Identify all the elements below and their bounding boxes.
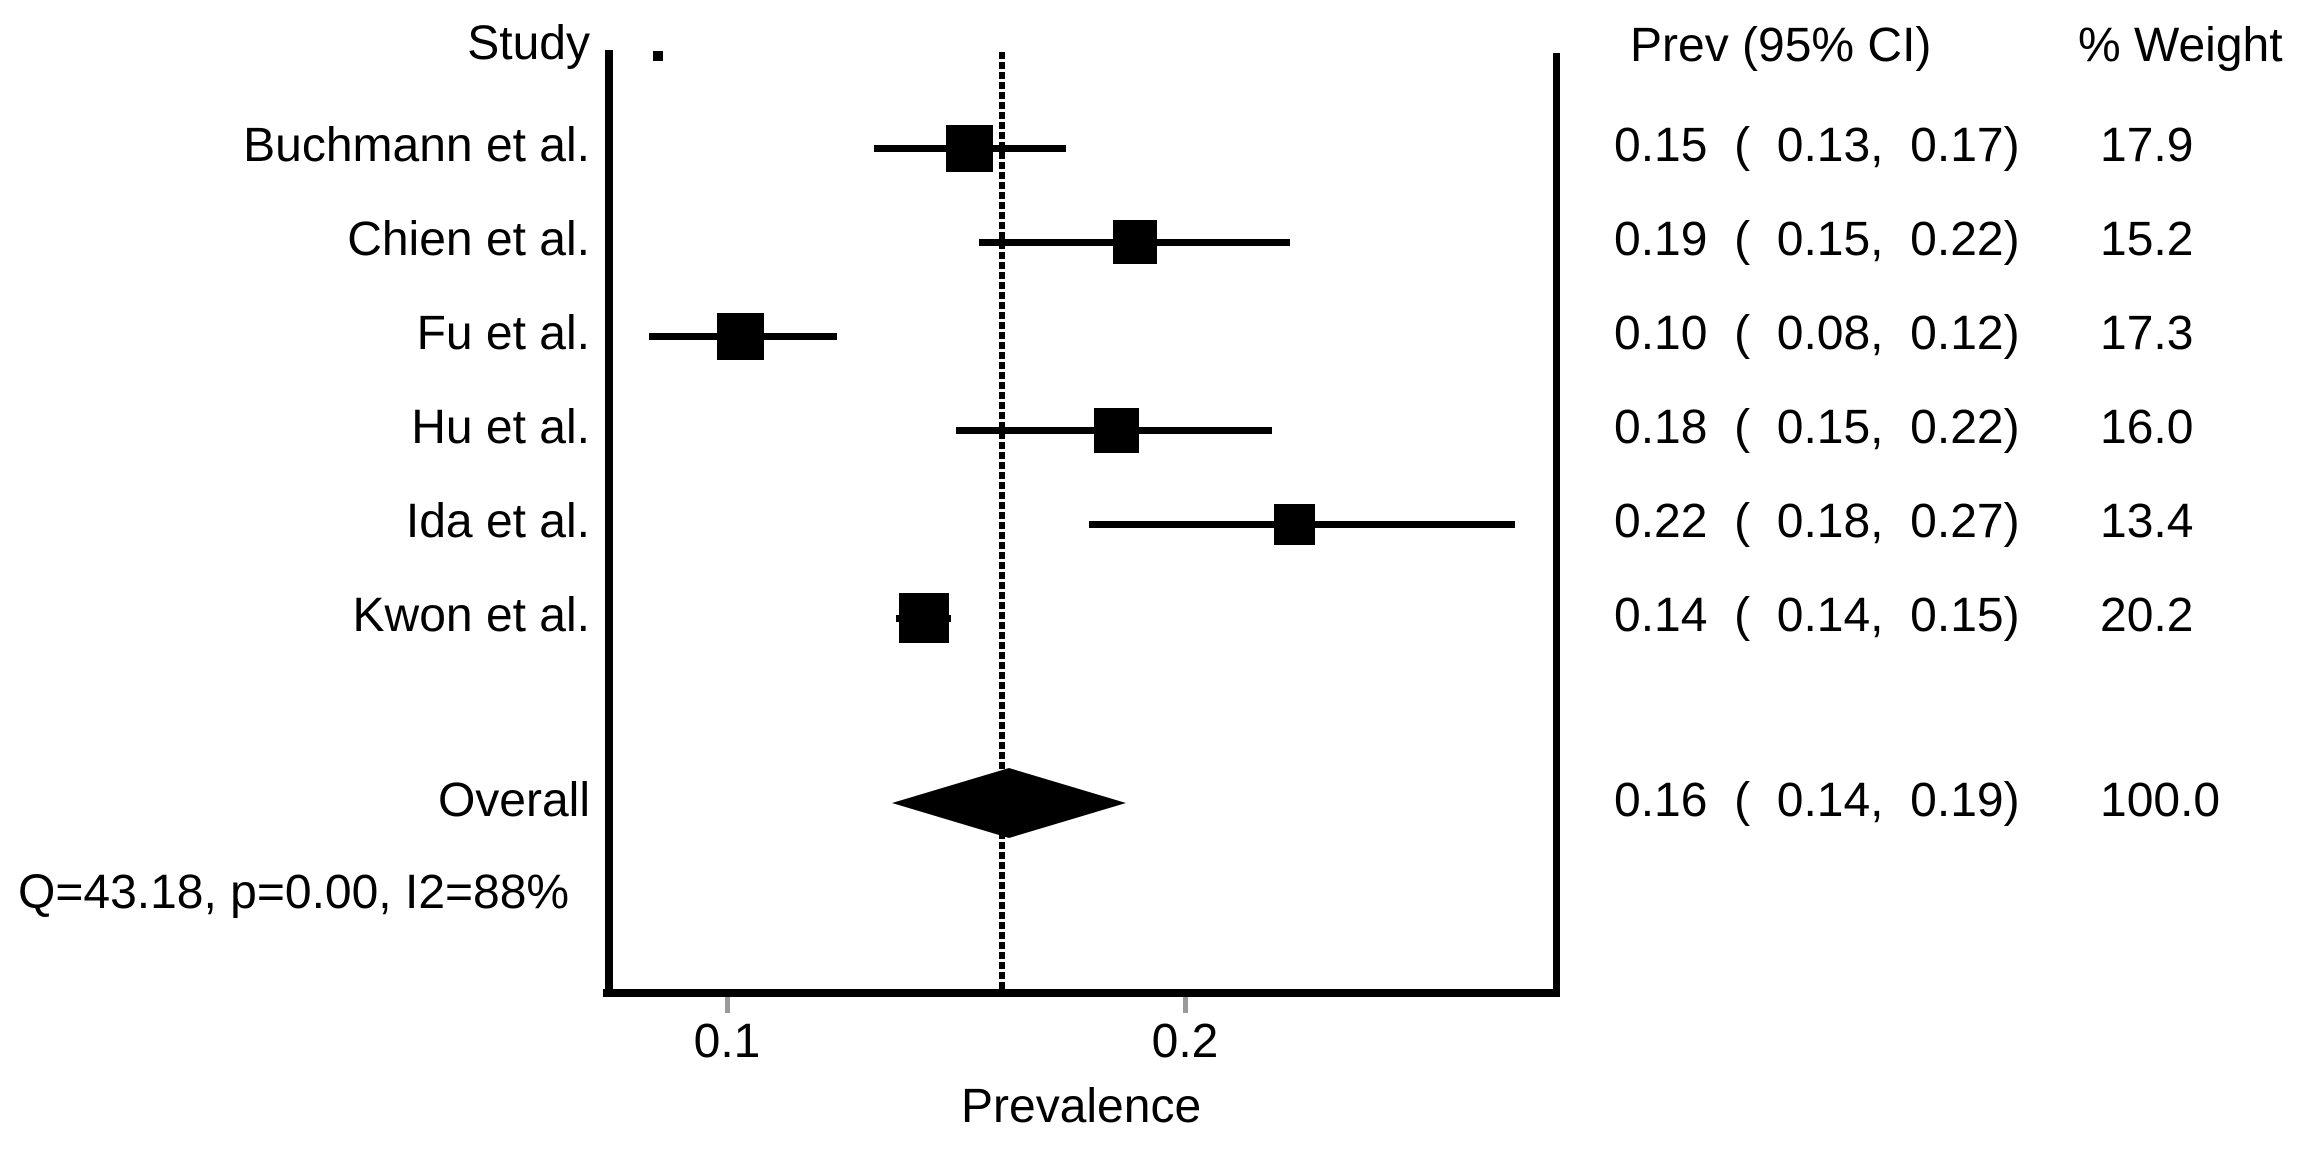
prev-ci-value: 0.19 ( 0.15, 0.22)	[1614, 213, 2020, 266]
tick-label: 0.1	[693, 1015, 761, 1068]
prev-ci-header: Prev (95% CI)	[1630, 19, 1932, 72]
heterogeneity-text: Q=43.18, p=0.00, I2=88%	[18, 866, 570, 919]
study-square	[1094, 408, 1139, 453]
x-axis-line	[603, 989, 1560, 997]
study-header: Study	[467, 17, 590, 70]
tick-mark	[725, 997, 730, 1013]
weight-value: 17.9	[2100, 119, 2194, 172]
weight-value: 100.0	[2100, 774, 2221, 827]
weight-header: % Weight	[2078, 19, 2283, 72]
weight-value: 13.4	[2100, 495, 2194, 548]
weight-value: 16.0	[2100, 401, 2194, 454]
study-square	[717, 313, 764, 360]
study-square	[946, 125, 993, 172]
study-label: Fu et al.	[416, 307, 590, 360]
study-square	[1274, 504, 1315, 545]
prev-ci-value: 0.18 ( 0.15, 0.22)	[1614, 401, 2020, 454]
prev-ci-value: 0.14 ( 0.14, 0.15)	[1614, 589, 2020, 642]
study-label: Chien et al.	[347, 213, 590, 266]
study-square	[899, 593, 949, 643]
prev-ci-value: 0.10 ( 0.08, 0.12)	[1614, 307, 2020, 360]
study-label: Buchmann et al.	[243, 119, 590, 172]
overall-label: Overall	[437, 774, 590, 827]
overall-dotted-line	[999, 52, 1005, 989]
plot-right-border	[1553, 53, 1560, 997]
stray-dot-marker	[653, 51, 663, 61]
tick-label: 0.2	[1151, 1015, 1219, 1068]
study-label: Ida et al.	[405, 495, 590, 548]
study-square	[1113, 220, 1157, 264]
study-label: Hu et al.	[411, 401, 590, 454]
x-axis-label: Prevalence	[961, 1080, 1202, 1133]
weight-value: 20.2	[2100, 589, 2194, 642]
weight-value: 15.2	[2100, 213, 2194, 266]
weight-value: 17.3	[2100, 307, 2194, 360]
prev-ci-value: 0.16 ( 0.14, 0.19)	[1614, 774, 2020, 827]
prev-ci-value: 0.15 ( 0.13, 0.17)	[1614, 119, 2020, 172]
overall-diamond	[892, 768, 1126, 838]
prev-ci-value: 0.22 ( 0.18, 0.27)	[1614, 495, 2020, 548]
plot-left-border	[605, 50, 613, 997]
study-label: Kwon et al.	[352, 589, 590, 642]
tick-mark	[1183, 997, 1188, 1013]
